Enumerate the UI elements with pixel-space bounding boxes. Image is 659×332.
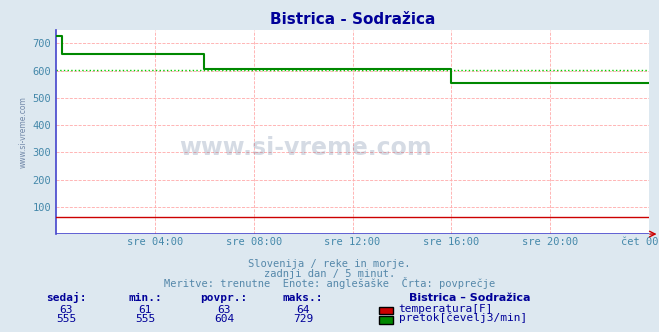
Text: maks.:: maks.: [283,293,324,303]
Text: Slovenija / reke in morje.: Slovenija / reke in morje. [248,259,411,269]
Text: temperatura[F]: temperatura[F] [399,304,493,314]
Text: 555: 555 [135,314,155,324]
Text: povpr.:: povpr.: [200,293,248,303]
Text: Meritve: trenutne  Enote: anglešaške  Črta: povprečje: Meritve: trenutne Enote: anglešaške Črta… [164,277,495,289]
Text: 729: 729 [293,314,313,324]
Title: Bistrica - Sodražica: Bistrica - Sodražica [270,12,435,27]
Text: zadnji dan / 5 minut.: zadnji dan / 5 minut. [264,269,395,279]
Text: sedaj:: sedaj: [45,292,86,303]
Text: min.:: min.: [128,293,162,303]
Text: 555: 555 [56,314,76,324]
Text: 61: 61 [138,305,152,315]
Text: 63: 63 [59,305,72,315]
Text: 63: 63 [217,305,231,315]
Text: 604: 604 [214,314,234,324]
Text: 64: 64 [297,305,310,315]
Text: pretok[čevelj3/min]: pretok[čevelj3/min] [399,312,527,323]
Text: www.si-vreme.com: www.si-vreme.com [179,136,432,160]
Text: Bistrica – Sodražica: Bistrica – Sodražica [409,293,530,303]
Text: www.si-vreme.com: www.si-vreme.com [19,96,28,168]
